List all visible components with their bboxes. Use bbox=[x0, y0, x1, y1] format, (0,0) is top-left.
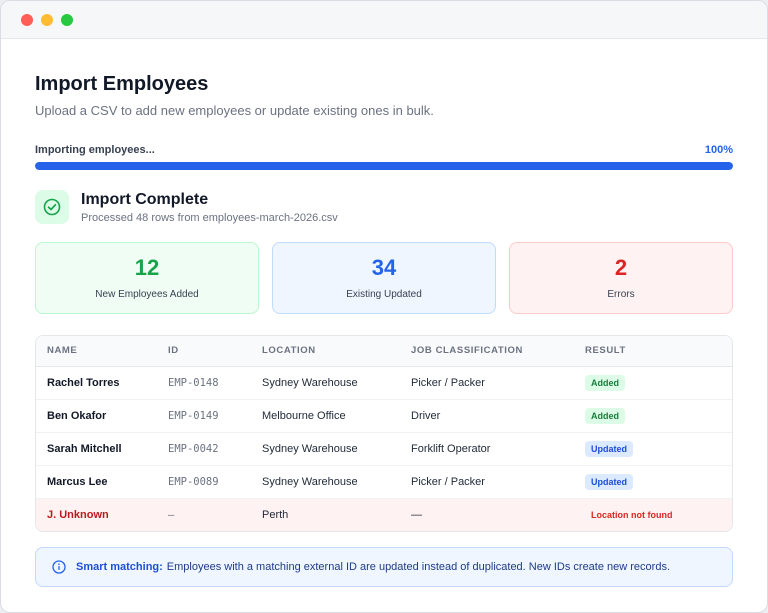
page-title: Import Employees bbox=[35, 73, 209, 95]
status-text: Import Complete Processed 48 rows from e… bbox=[81, 191, 338, 224]
cell-result: Added bbox=[574, 366, 732, 400]
main-content: Import Employees Upload a CSV to add new… bbox=[1, 39, 767, 587]
cell-result: Updated bbox=[574, 465, 732, 499]
cell-location: Sydney Warehouse bbox=[251, 465, 400, 499]
cell-job: — bbox=[411, 508, 422, 521]
table-row[interactable]: Ben Okafor EMP-0149 Melbourne Office Dri… bbox=[36, 399, 732, 433]
results-table: NAME ID LOCATION JOB CLASSIFICATION RESU… bbox=[35, 335, 733, 532]
info-icon bbox=[52, 560, 66, 574]
notice-text: Employees with a matching external ID ar… bbox=[166, 561, 671, 573]
cell-id: EMP-0149 bbox=[157, 399, 251, 433]
cell-result: Location not found bbox=[574, 498, 732, 531]
progress-bar bbox=[35, 162, 733, 170]
cell-name: Sarah Mitchell bbox=[36, 432, 157, 466]
page-subtitle: Upload a CSV to add new employees or upd… bbox=[35, 103, 434, 118]
close-window-button[interactable] bbox=[21, 13, 33, 26]
cell-location: Sydney Warehouse bbox=[251, 366, 400, 400]
column-header-location: LOCATION bbox=[251, 336, 400, 367]
stat-value: 34 bbox=[371, 254, 397, 280]
progress-bar-fill bbox=[35, 162, 733, 170]
column-header-name: NAME bbox=[36, 336, 157, 367]
stat-label: Existing Updated bbox=[346, 288, 422, 300]
notice-title: Smart matching: bbox=[76, 561, 163, 573]
error-message: Location not found bbox=[591, 509, 673, 520]
cell-job: Picker / Packer bbox=[400, 465, 574, 499]
stat-card-errors: 2 Errors bbox=[509, 242, 733, 314]
title-bar bbox=[1, 1, 767, 39]
cell-id: EMP-0042 bbox=[157, 432, 251, 466]
cell-job: Picker / Packer bbox=[400, 366, 574, 400]
stat-card-updated: 34 Existing Updated bbox=[272, 242, 496, 314]
check-circle-icon bbox=[35, 190, 69, 224]
progress-header: Importing employees... 100% bbox=[35, 144, 733, 156]
cell-id: EMP-0089 bbox=[157, 465, 251, 499]
stat-card-added: 12 New Employees Added bbox=[35, 242, 259, 314]
status-title: Import Complete bbox=[81, 190, 209, 208]
progress-percent: 100% bbox=[704, 144, 733, 156]
stat-label: New Employees Added bbox=[95, 288, 199, 300]
result-badge: Updated bbox=[585, 440, 633, 457]
cell-id: — bbox=[168, 508, 175, 521]
cell-id: EMP-0148 bbox=[157, 366, 251, 400]
table-row-error[interactable]: J. Unknown — Perth — Location not found bbox=[36, 498, 732, 531]
result-badge: Added bbox=[585, 407, 625, 424]
minimize-window-button[interactable] bbox=[41, 13, 53, 26]
cell-location: Melbourne Office bbox=[251, 399, 400, 433]
cell-result: Added bbox=[574, 399, 732, 433]
column-header-id: ID bbox=[157, 336, 251, 367]
result-badge: Added bbox=[585, 374, 625, 391]
cell-job: Driver bbox=[400, 399, 574, 433]
column-header-job: JOB CLASSIFICATION bbox=[400, 336, 574, 367]
result-badge: Updated bbox=[585, 473, 633, 490]
cell-name: J. Unknown bbox=[47, 508, 109, 521]
stat-value: 12 bbox=[134, 254, 160, 280]
import-status: Import Complete Processed 48 rows from e… bbox=[35, 190, 733, 224]
table-header-row: NAME ID LOCATION JOB CLASSIFICATION RESU… bbox=[36, 336, 732, 367]
stats-row: 12 New Employees Added 34 Existing Updat… bbox=[35, 242, 733, 314]
cell-location: Sydney Warehouse bbox=[251, 432, 400, 466]
cell-result: Updated bbox=[574, 432, 732, 466]
table-row[interactable]: Marcus Lee EMP-0089 Sydney Warehouse Pic… bbox=[36, 465, 732, 499]
stat-value: 2 bbox=[614, 254, 628, 280]
cell-job: Forklift Operator bbox=[400, 432, 574, 466]
info-notice: Smart matching: Employees with a matchin… bbox=[35, 547, 733, 587]
cell-location: Perth bbox=[262, 508, 289, 521]
table-row[interactable]: Sarah Mitchell EMP-0042 Sydney Warehouse… bbox=[36, 432, 732, 466]
zoom-window-button[interactable] bbox=[61, 13, 73, 26]
cell-name: Marcus Lee bbox=[36, 465, 157, 499]
column-header-result: RESULT bbox=[574, 336, 732, 367]
progress-label: Importing employees... bbox=[35, 144, 155, 156]
cell-name: Rachel Torres bbox=[36, 366, 157, 400]
table-row[interactable]: Rachel Torres EMP-0148 Sydney Warehouse … bbox=[36, 366, 732, 400]
cell-name: Ben Okafor bbox=[36, 399, 157, 433]
status-subtitle: Processed 48 rows from employees-march-2… bbox=[81, 211, 338, 224]
stat-label: Errors bbox=[607, 288, 635, 300]
